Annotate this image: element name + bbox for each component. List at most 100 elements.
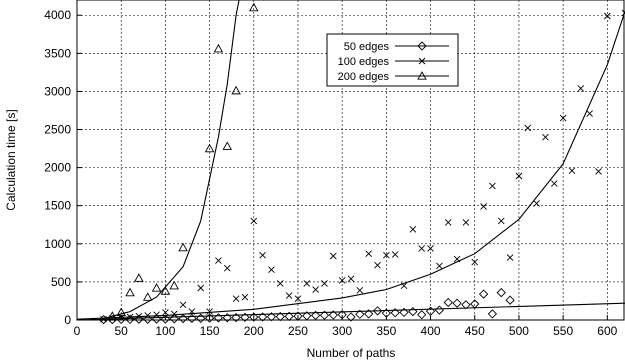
data-point-series-1 [595,168,602,175]
fit-curve-series-1 [76,11,625,320]
data-point-series-1 [374,261,381,269]
legend-box [326,33,459,87]
data-point-series-1 [285,292,293,299]
plot-frame [76,0,625,321]
data-point-series-2 [142,292,153,301]
x-tick-label: 500 [509,324,529,338]
data-point-series-0 [319,310,330,320]
x-tick-label: 450 [465,324,485,338]
data-point-series-0 [98,314,109,325]
data-point-series-0 [116,314,126,325]
y-axis-label: Calculation time [s] [4,109,18,210]
data-point-series-1 [550,180,558,187]
data-point-series-1 [197,284,205,292]
data-point-series-2 [107,311,118,320]
y-tick-label: 500 [51,275,71,289]
data-point-series-1 [559,114,567,122]
data-point-series-0 [231,312,241,323]
data-point-series-0 [134,314,144,324]
data-point-series-0 [107,314,117,325]
data-point-series-1 [215,257,222,264]
data-point-series-0 [196,313,206,323]
data-point-series-1 [312,286,319,293]
data-point-series-1 [162,309,169,316]
x-tick-label: 250 [288,324,308,338]
data-point-series-0 [178,313,188,324]
y-tick-label: 2500 [44,123,71,137]
data-point-series-1 [170,310,178,318]
legend-label: 200 edges [338,71,390,83]
data-point-series-0 [417,310,427,320]
data-point-series-1 [100,315,107,323]
data-point-series-1 [542,133,549,141]
fit-curve-series-0 [76,302,625,321]
x-tick-label: 300 [332,324,352,338]
legend-marker [417,41,427,51]
data-point-series-1 [126,313,134,321]
data-point-series-0 [266,312,277,322]
data-point-series-2 [204,143,215,153]
data-point-series-1 [206,308,213,315]
data-point-series-0 [249,312,259,322]
data-point-series-0 [240,312,250,322]
data-point-series-0 [311,310,321,321]
data-point-series-2 [125,287,135,297]
data-point-series-2 [160,286,171,295]
data-point-series-1 [135,312,143,320]
data-point-series-0 [346,312,356,322]
data-point-series-0 [222,313,232,323]
data-point-series-0 [434,305,445,315]
y-tick-label: 1000 [44,237,71,251]
y-tick-label: 0 [64,313,71,327]
data-point-series-1 [506,254,514,261]
data-point-series-1 [383,251,390,259]
data-point-series-0 [487,309,498,319]
data-point-series-1 [250,217,258,225]
data-point-series-1 [462,219,470,226]
data-point-series-1 [338,277,346,284]
legend-label: 50 edges [344,41,390,53]
data-point-series-1 [586,110,593,117]
x-tick-label: 400 [421,324,441,338]
data-point-series-2 [231,85,241,95]
x-tick-label: 0 [74,324,81,338]
data-point-series-1 [409,226,417,233]
data-point-series-1 [294,295,302,302]
x-tick-label: 100 [155,324,175,338]
data-point-series-0 [187,313,197,324]
data-point-series-0 [505,295,515,305]
y-tick-label: 4000 [44,8,71,22]
data-point-series-1 [524,124,532,132]
data-point-series-1 [453,255,461,263]
legend-marker [418,57,426,65]
data-point-series-2 [249,2,259,12]
data-point-series-1 [232,295,240,302]
data-point-series-1 [480,203,487,210]
data-point-series-0 [443,297,453,308]
data-point-series-0 [408,306,418,317]
data-point-series-1 [418,245,426,252]
fit-curves [76,0,625,321]
data-point-series-1 [471,258,479,266]
data-point-series-1 [400,282,408,290]
data-point-series-1 [321,280,328,287]
data-point-series-0 [364,309,374,319]
data-point-series-1 [604,12,611,20]
data-point-series-0 [204,313,215,323]
data-point-series-1 [241,293,249,301]
data-point-series-1 [621,9,625,17]
data-point-series-0 [169,314,179,324]
x-tick-label: 50 [115,324,129,338]
y-tick-label: 3500 [44,46,71,60]
data-point-series-1 [144,312,152,319]
data-point-series-0 [125,314,135,325]
data-point-series-1 [330,252,337,260]
y-axis-ticks: 0 500 1000 1500 2000 2500 3000 3500 4000 [44,8,82,327]
data-point-series-1 [444,219,452,226]
data-point-series-2 [178,242,188,252]
data-point-series-0 [496,287,506,298]
data-point-series-0 [390,308,400,318]
x-tick-label: 600 [597,324,617,338]
data-point-series-0 [470,299,480,309]
